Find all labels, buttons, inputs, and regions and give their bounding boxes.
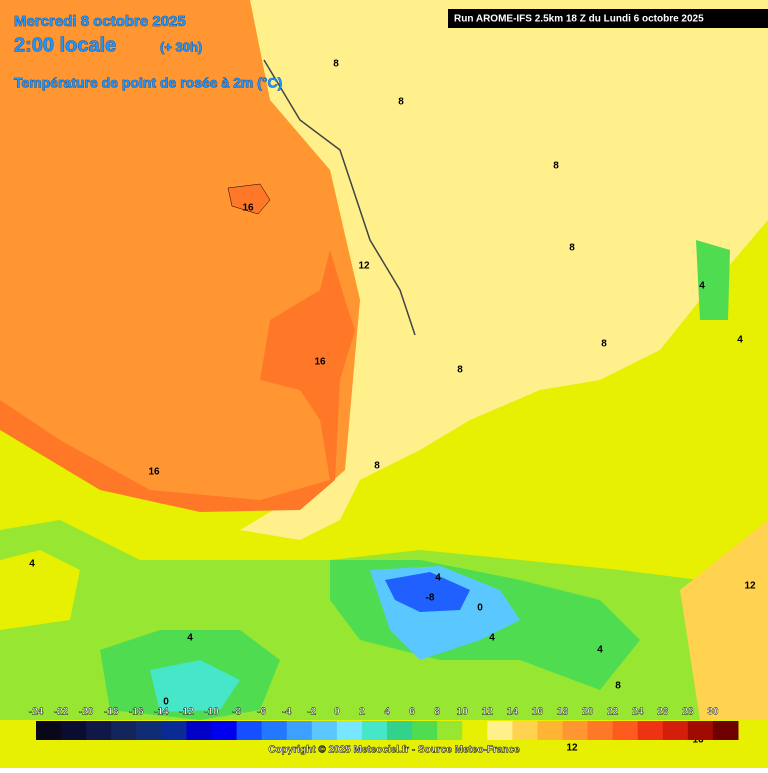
contour-label: 4 [737,335,743,346]
lead: (+ 30h) [160,39,202,54]
colorbar-cell [387,721,413,740]
contour-label: 8 [569,243,575,254]
contour-label: 16 [148,467,160,478]
contour-label: 16 [242,203,254,214]
colorbar-label: -4 [282,707,291,718]
colorbar-label: 18 [557,707,569,718]
colorbar-cell [161,721,187,740]
run-box [448,9,768,28]
contour-label: 4 [597,645,603,656]
colorbar-label: 12 [482,707,494,718]
time: 2:00 locale [14,34,116,56]
contour-label: 0 [163,697,169,708]
colorbar-label: 8 [434,707,440,718]
colorbar-label: 28 [682,707,694,718]
colorbar-cell [311,721,338,740]
colorbar-cell [462,721,488,740]
colorbar-label: 14 [507,707,519,718]
colorbar-cell [336,721,363,740]
contour-label: 4 [187,633,193,644]
colorbar-cell [537,721,563,740]
east-green [696,240,730,320]
colorbar-cell [637,721,664,740]
colorbar-label: 30 [707,707,719,718]
very-cold-zone [385,572,470,612]
copyright: Copyright © 2025 Meteociel.fr - Source M… [268,745,520,756]
contour-label: 8 [601,339,607,350]
colorbar-label: 4 [384,707,390,718]
contour-label: 8 [333,59,339,70]
colorbar-label: 24 [632,707,644,718]
colorbar-label: 0 [334,707,340,718]
colorbar-label: -14 [154,707,169,718]
colorbar-label: 6 [409,707,415,718]
contour-label: 4 [29,559,35,570]
contour-label: 8 [553,161,559,172]
colorbar-cell [562,721,589,740]
colorbar-label: 26 [657,707,669,718]
colorbar-cell [662,721,689,740]
colorbar-cell [487,721,513,740]
colorbar-cell [136,721,162,740]
colorbar-label: 10 [457,707,469,718]
colorbar-label: -18 [104,707,119,718]
colorbar-cell [712,721,739,740]
colorbar-cell [86,721,112,740]
colorbar-cell [286,721,313,740]
colorbar-cell [587,721,614,740]
colorbar-label: 2 [359,707,365,718]
colorbar-label: -22 [54,707,69,718]
contour-label: 4 [489,633,495,644]
warm-patch [227,183,271,215]
land-zone [240,0,768,540]
contour-label: -8 [426,593,435,604]
run-info: Run AROME-IFS 2.5km 18 Z du Lundi 6 octo… [454,14,704,25]
colorbar-label: 16 [532,707,544,718]
parameter: Température de point de rosée à 2m (°C) [14,75,282,91]
contour-label: 8 [374,461,380,472]
yellow-patch [0,550,80,630]
colorbar: -24 -22 -20 -18 -16 -14 -12 -10 -8 -6 -4 -2 0 2 4 6 8 10 1… [29,706,739,740]
east-warm-zone [680,520,768,720]
colorbar-label: -6 [257,707,266,718]
ocean-warm-zone [0,250,355,512]
colorbar-label: -20 [79,707,94,718]
contour-label: 4 [699,281,705,292]
colorbar-cell [36,721,62,740]
colorbar-cell [687,721,714,740]
colorbar-cell [61,721,87,740]
contour-label: 8 [615,681,621,692]
colorbar-cell [186,721,212,740]
colorbar-label: -12 [179,707,194,718]
colorbar-label: -10 [204,707,219,718]
colorbar-cell [512,721,538,740]
contour-label: 12 [566,743,578,754]
contour-label: 4 [435,573,441,584]
contour-label: 0 [477,603,483,614]
colorbar-cell [111,721,137,740]
colorbar-cell [412,721,438,740]
colorbar-label: 22 [607,707,619,718]
colorbar-cell [236,721,263,740]
colorbar-label: -16 [129,707,144,718]
colorbar-cell [261,721,288,740]
colorbar-cell [612,721,639,740]
contour-label: 8 [398,97,404,108]
contour-label: 16 [692,735,704,746]
contour-label: 8 [457,365,463,376]
colorbar-label: -2 [307,707,316,718]
colorbar-cell [437,721,463,740]
colorbar-cell [211,721,238,740]
coastline [263,59,416,336]
contour-label: 16 [314,357,326,368]
colorbar-label: -8 [232,707,241,718]
colorbar-label: -24 [29,707,44,718]
colorbar-cell [361,721,388,740]
contour-label: 12 [744,581,756,592]
cyan-zone [150,660,240,712]
date: Mercredi 8 octobre 2025 [14,13,186,30]
contour-label: 12 [358,261,370,272]
colorbar-label: 20 [582,707,594,718]
